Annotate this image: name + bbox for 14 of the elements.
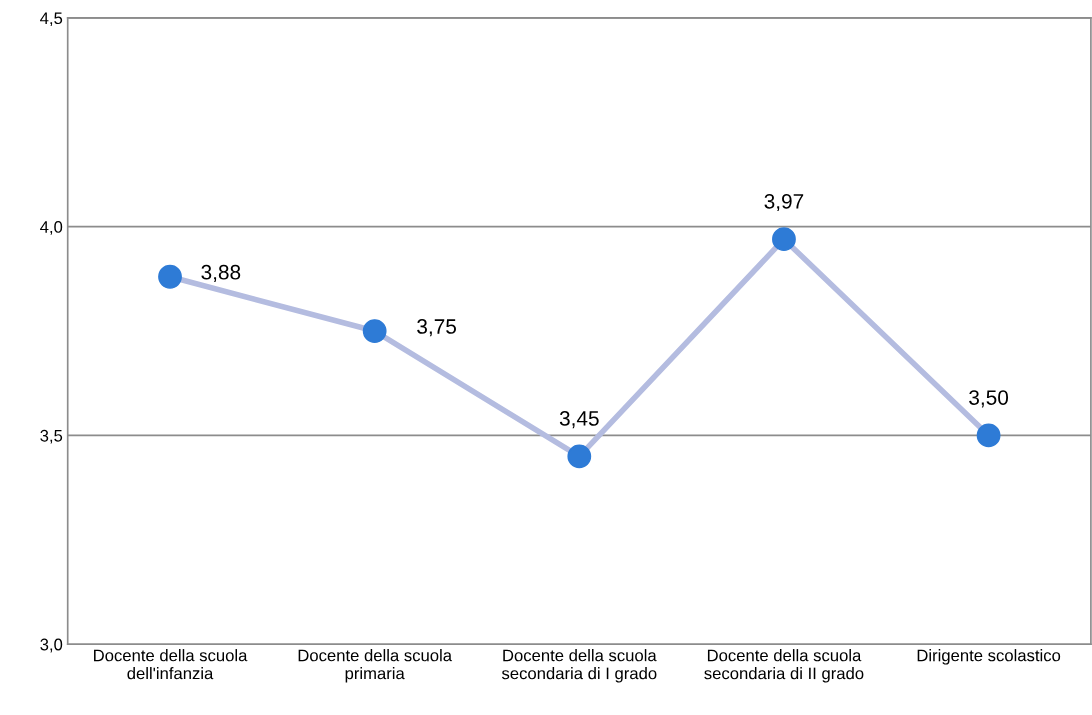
x-tick-label: Docente della scuola secondaria di II grado [704,649,864,683]
x-tick-label: Docente della scuola primaria [298,649,453,683]
data-label: 3,97 [764,193,804,212]
data-label: 3,50 [969,390,1009,408]
y-tick-label: 3,5 [40,429,63,444]
x-tick-label: Dirigente scolastico [917,649,1061,665]
x-tick-label: Docente della scuola secondaria di I grado [501,649,657,683]
x-tick-label: Docente della scuola dell'infanzia [94,649,248,680]
y-tick-label: 4,5 [40,12,63,27]
data-label: 3,75 [417,319,457,337]
data-label: 3,88 [201,264,241,283]
y-tick-label: 3,0 [40,638,63,653]
data-label: 3,45 [559,411,599,429]
y-tick-label: 4,0 [40,221,63,235]
